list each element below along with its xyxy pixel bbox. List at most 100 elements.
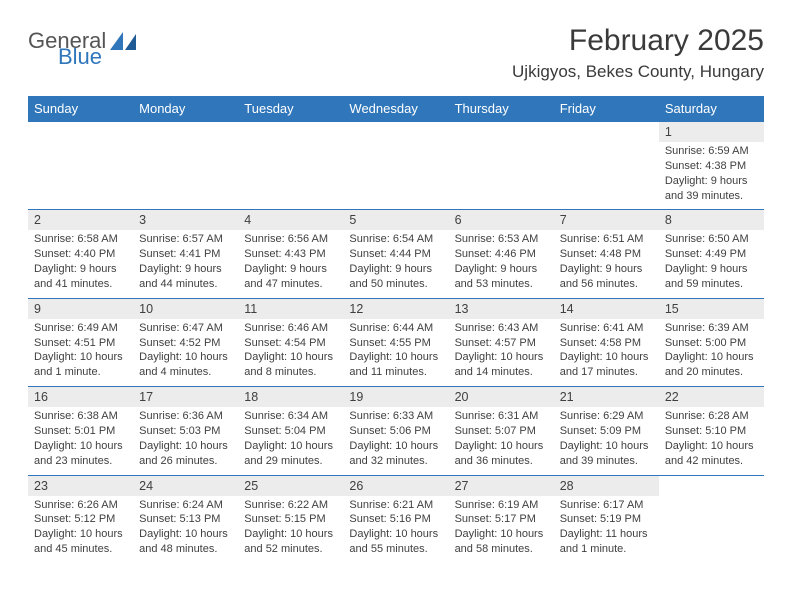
day-number: 15: [659, 299, 764, 319]
day-number: 12: [343, 299, 448, 319]
sunset-line: Sunset: 5:06 PM: [349, 424, 442, 439]
weekday-header: Monday: [133, 96, 238, 122]
day-number: 5: [343, 210, 448, 230]
sunrise-line: Sunrise: 6:59 AM: [665, 144, 758, 159]
sunset-line: Sunset: 4:43 PM: [244, 247, 337, 262]
sunrise-line: Sunrise: 6:56 AM: [244, 232, 337, 247]
daylight-line: Daylight: 10 hours and 26 minutes.: [139, 439, 232, 469]
day-details: Sunrise: 6:51 AMSunset: 4:48 PMDaylight:…: [554, 230, 659, 297]
sunset-line: Sunset: 4:54 PM: [244, 336, 337, 351]
title-block: February 2025 Ujkigyos, Bekes County, Hu…: [512, 24, 764, 82]
sunset-line: Sunset: 4:51 PM: [34, 336, 127, 351]
page-header: General Blue February 2025 Ujkigyos, Bek…: [28, 24, 764, 82]
day-details: Sunrise: 6:46 AMSunset: 4:54 PMDaylight:…: [238, 319, 343, 386]
daylight-line: Daylight: 10 hours and 29 minutes.: [244, 439, 337, 469]
sunset-line: Sunset: 4:44 PM: [349, 247, 442, 262]
sunrise-line: Sunrise: 6:54 AM: [349, 232, 442, 247]
day-details: Sunrise: 6:59 AMSunset: 4:38 PMDaylight:…: [659, 142, 764, 209]
sunset-line: Sunset: 5:16 PM: [349, 512, 442, 527]
day-number: 8: [659, 210, 764, 230]
daylight-line: Daylight: 9 hours and 59 minutes.: [665, 262, 758, 292]
calendar-cell: 23Sunrise: 6:26 AMSunset: 5:12 PMDayligh…: [28, 475, 133, 563]
calendar-row: 23Sunrise: 6:26 AMSunset: 5:12 PMDayligh…: [28, 475, 764, 563]
day-details: Sunrise: 6:43 AMSunset: 4:57 PMDaylight:…: [449, 319, 554, 386]
calendar-row: 9Sunrise: 6:49 AMSunset: 4:51 PMDaylight…: [28, 298, 764, 386]
sunset-line: Sunset: 5:01 PM: [34, 424, 127, 439]
calendar-cell: 21Sunrise: 6:29 AMSunset: 5:09 PMDayligh…: [554, 387, 659, 475]
calendar-cell: 7Sunrise: 6:51 AMSunset: 4:48 PMDaylight…: [554, 210, 659, 298]
calendar-cell: 11Sunrise: 6:46 AMSunset: 4:54 PMDayligh…: [238, 298, 343, 386]
daylight-line: Daylight: 10 hours and 45 minutes.: [34, 527, 127, 557]
sunset-line: Sunset: 5:19 PM: [560, 512, 653, 527]
calendar-row: 2Sunrise: 6:58 AMSunset: 4:40 PMDaylight…: [28, 210, 764, 298]
day-details: Sunrise: 6:41 AMSunset: 4:58 PMDaylight:…: [554, 319, 659, 386]
day-number: 7: [554, 210, 659, 230]
weekday-header-row: Sunday Monday Tuesday Wednesday Thursday…: [28, 96, 764, 122]
calendar-cell: ..: [238, 122, 343, 210]
daylight-line: Daylight: 10 hours and 52 minutes.: [244, 527, 337, 557]
location-subtitle: Ujkigyos, Bekes County, Hungary: [512, 62, 764, 82]
sunrise-line: Sunrise: 6:24 AM: [139, 498, 232, 513]
day-details: Sunrise: 6:47 AMSunset: 4:52 PMDaylight:…: [133, 319, 238, 386]
calendar-cell: ..: [28, 122, 133, 210]
sunset-line: Sunset: 5:17 PM: [455, 512, 548, 527]
calendar-cell: 25Sunrise: 6:22 AMSunset: 5:15 PMDayligh…: [238, 475, 343, 563]
sunrise-line: Sunrise: 6:46 AM: [244, 321, 337, 336]
sunrise-line: Sunrise: 6:33 AM: [349, 409, 442, 424]
daylight-line: Daylight: 10 hours and 36 minutes.: [455, 439, 548, 469]
sunset-line: Sunset: 4:38 PM: [665, 159, 758, 174]
daylight-line: Daylight: 10 hours and 1 minute.: [34, 350, 127, 380]
day-details: Sunrise: 6:33 AMSunset: 5:06 PMDaylight:…: [343, 407, 448, 474]
day-number: 14: [554, 299, 659, 319]
daylight-line: Daylight: 10 hours and 14 minutes.: [455, 350, 548, 380]
day-details: Sunrise: 6:19 AMSunset: 5:17 PMDaylight:…: [449, 496, 554, 563]
calendar-row: ............1Sunrise: 6:59 AMSunset: 4:3…: [28, 122, 764, 210]
weekday-header: Wednesday: [343, 96, 448, 122]
sunrise-line: Sunrise: 6:50 AM: [665, 232, 758, 247]
calendar-cell: 16Sunrise: 6:38 AMSunset: 5:01 PMDayligh…: [28, 387, 133, 475]
calendar-cell: 14Sunrise: 6:41 AMSunset: 4:58 PMDayligh…: [554, 298, 659, 386]
sunset-line: Sunset: 4:55 PM: [349, 336, 442, 351]
day-number: 28: [554, 476, 659, 496]
day-number: 16: [28, 387, 133, 407]
sunset-line: Sunset: 5:07 PM: [455, 424, 548, 439]
day-number: 10: [133, 299, 238, 319]
calendar-cell: 15Sunrise: 6:39 AMSunset: 5:00 PMDayligh…: [659, 298, 764, 386]
calendar-cell: ..: [343, 122, 448, 210]
sunrise-line: Sunrise: 6:34 AM: [244, 409, 337, 424]
daylight-line: Daylight: 9 hours and 44 minutes.: [139, 262, 232, 292]
day-number: 4: [238, 210, 343, 230]
sunrise-line: Sunrise: 6:17 AM: [560, 498, 653, 513]
day-details: Sunrise: 6:53 AMSunset: 4:46 PMDaylight:…: [449, 230, 554, 297]
calendar-cell: 17Sunrise: 6:36 AMSunset: 5:03 PMDayligh…: [133, 387, 238, 475]
sunset-line: Sunset: 4:52 PM: [139, 336, 232, 351]
sunset-line: Sunset: 5:12 PM: [34, 512, 127, 527]
calendar-cell: 4Sunrise: 6:56 AMSunset: 4:43 PMDaylight…: [238, 210, 343, 298]
sunset-line: Sunset: 5:09 PM: [560, 424, 653, 439]
calendar-cell: 12Sunrise: 6:44 AMSunset: 4:55 PMDayligh…: [343, 298, 448, 386]
sunrise-line: Sunrise: 6:28 AM: [665, 409, 758, 424]
weekday-header: Sunday: [28, 96, 133, 122]
day-number: 9: [28, 299, 133, 319]
sunrise-line: Sunrise: 6:26 AM: [34, 498, 127, 513]
sunrise-line: Sunrise: 6:38 AM: [34, 409, 127, 424]
day-number: 11: [238, 299, 343, 319]
day-details: Sunrise: 6:31 AMSunset: 5:07 PMDaylight:…: [449, 407, 554, 474]
day-number: 20: [449, 387, 554, 407]
calendar-page: General Blue February 2025 Ujkigyos, Bek…: [0, 0, 792, 579]
day-details: Sunrise: 6:49 AMSunset: 4:51 PMDaylight:…: [28, 319, 133, 386]
sunrise-line: Sunrise: 6:49 AM: [34, 321, 127, 336]
day-details: Sunrise: 6:50 AMSunset: 4:49 PMDaylight:…: [659, 230, 764, 297]
day-details: Sunrise: 6:24 AMSunset: 5:13 PMDaylight:…: [133, 496, 238, 563]
calendar-cell: ..: [133, 122, 238, 210]
day-number: 18: [238, 387, 343, 407]
daylight-line: Daylight: 10 hours and 32 minutes.: [349, 439, 442, 469]
calendar-cell: ..: [449, 122, 554, 210]
day-number: 21: [554, 387, 659, 407]
sunrise-line: Sunrise: 6:51 AM: [560, 232, 653, 247]
logo-text-blue: Blue: [58, 46, 136, 68]
daylight-line: Daylight: 10 hours and 8 minutes.: [244, 350, 337, 380]
day-number: 2: [28, 210, 133, 230]
day-details: Sunrise: 6:36 AMSunset: 5:03 PMDaylight:…: [133, 407, 238, 474]
daylight-line: Daylight: 10 hours and 58 minutes.: [455, 527, 548, 557]
